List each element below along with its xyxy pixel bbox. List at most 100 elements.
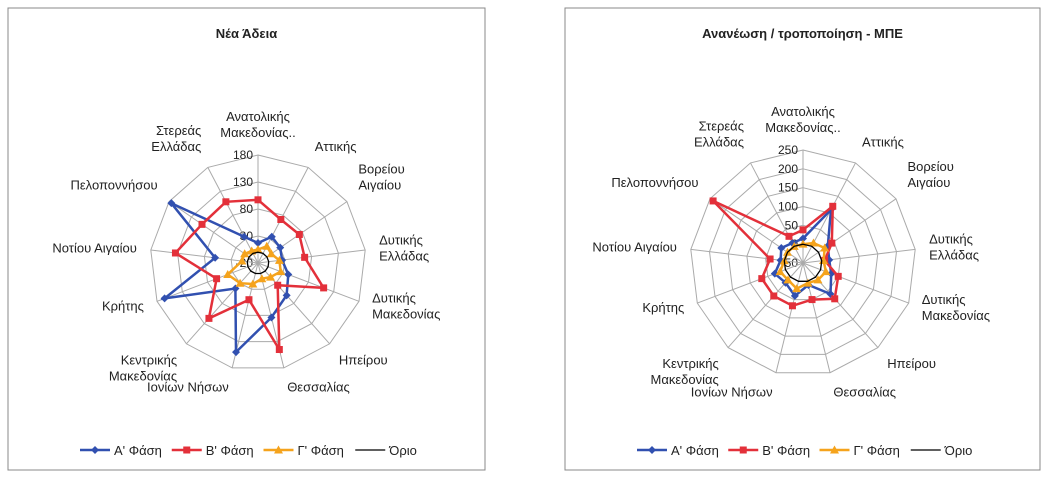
data-point [275, 346, 283, 354]
data-point [834, 272, 842, 280]
grid-ring [746, 205, 860, 319]
data-point [266, 249, 276, 258]
data-point [821, 267, 831, 276]
data-point [160, 294, 169, 303]
tick-label: 150 [778, 181, 798, 195]
category-label: Νοτίου Αιγαίου [592, 240, 677, 255]
legend-label: Όριο [944, 443, 973, 458]
data-point [799, 226, 807, 234]
series-line [783, 243, 823, 282]
data-point [803, 278, 813, 287]
series-line [246, 251, 270, 275]
data-point [813, 275, 823, 284]
data-point [267, 232, 276, 241]
grid-ring [708, 168, 898, 355]
data-point [777, 244, 786, 253]
legend-label: Β' Φάση [762, 443, 810, 458]
tick-label: 100 [778, 200, 798, 214]
legend-marker [648, 446, 656, 454]
category-label: Πελοποννήσου [611, 175, 698, 190]
chart-title: Ανανέωση / τροποποίηση - ΜΠΕ [702, 26, 903, 41]
category-label: Ιονίων Νήσων [147, 379, 229, 394]
data-point [235, 278, 245, 287]
data-point [829, 202, 837, 210]
category-label: Θεσσαλίας [833, 384, 896, 399]
data-point [320, 284, 328, 292]
category-label: Κεντρικής Μακεδονίας [109, 352, 177, 383]
category-label: Ανατολικής Μακεδονίας.. [220, 109, 296, 140]
tick-label: 80 [240, 202, 254, 216]
category-label: Θεσσαλίας [287, 379, 350, 394]
data-point [790, 291, 799, 300]
tick-label: 180 [233, 148, 253, 162]
data-point [284, 270, 293, 279]
data-point [274, 281, 282, 289]
data-point [775, 267, 785, 276]
data-point [167, 199, 176, 208]
data-point [253, 245, 263, 253]
category-label: Κεντρικής Μακεδονίας [651, 356, 719, 387]
series-line [173, 198, 326, 355]
data-point [808, 296, 816, 304]
chart-title: Νέα Άδεια [216, 26, 277, 41]
data-point [213, 275, 221, 283]
tick-label: 130 [233, 175, 253, 189]
data-point [828, 239, 836, 247]
data-point [282, 291, 291, 300]
data-point [267, 313, 276, 322]
category-label: Νοτίου Αιγαίου [52, 240, 137, 255]
data-point [783, 275, 793, 284]
data-point [295, 230, 303, 238]
category-label: Κρήτης [642, 300, 684, 315]
data-point [831, 295, 839, 303]
legend-marker [739, 446, 747, 454]
data-point [240, 232, 249, 241]
legend-label: Β' Φάση [206, 443, 254, 458]
data-point [257, 274, 267, 283]
data-point [276, 267, 286, 276]
data-point [237, 256, 247, 265]
category-label: Δυτικής Ελλάδας [379, 232, 429, 263]
category-label: Αττικής [862, 135, 904, 150]
category-label: Δυτικής Μακεδονίας [372, 290, 440, 321]
data-point [799, 234, 807, 243]
legend-marker [183, 446, 191, 454]
data-point [770, 292, 778, 300]
data-point [788, 302, 796, 310]
data-point [245, 296, 253, 304]
data-point [274, 255, 284, 264]
data-point [766, 255, 774, 263]
grid-ring [177, 181, 339, 343]
data-point [254, 239, 262, 248]
category-label: Δυτικής Ελλάδας [929, 232, 979, 263]
data-point [223, 269, 233, 278]
legend-label: Α' Φάση [671, 443, 719, 458]
data-point [770, 269, 779, 278]
legend-marker [830, 445, 839, 454]
tick-label: 50 [785, 218, 799, 232]
spoke [257, 262, 360, 302]
tick-label: 250 [778, 143, 798, 157]
data-point [254, 196, 262, 204]
data-point [758, 275, 766, 283]
data-point [171, 249, 179, 257]
legend-label: Γ' Φάση [298, 443, 344, 458]
data-point [211, 253, 220, 262]
spoke [207, 167, 259, 264]
grid-ring [150, 154, 366, 369]
category-label: Βορείου Αιγαίου [358, 162, 404, 193]
data-point [266, 272, 276, 281]
legend-label: Γ' Φάση [854, 443, 900, 458]
data-point [820, 243, 830, 252]
category-label: Ηπείρου [887, 356, 936, 371]
category-label: Δυτικής Μακεδονίας [922, 292, 990, 323]
legend-label: Α' Φάση [114, 443, 162, 458]
spoke [257, 249, 366, 264]
data-point [301, 253, 309, 261]
data-point [232, 348, 241, 357]
data-point [262, 241, 272, 250]
category-label: Πελοποννήσου [70, 178, 157, 193]
data-point [276, 243, 285, 252]
category-label: Βορείου Αιγαίου [908, 159, 954, 190]
